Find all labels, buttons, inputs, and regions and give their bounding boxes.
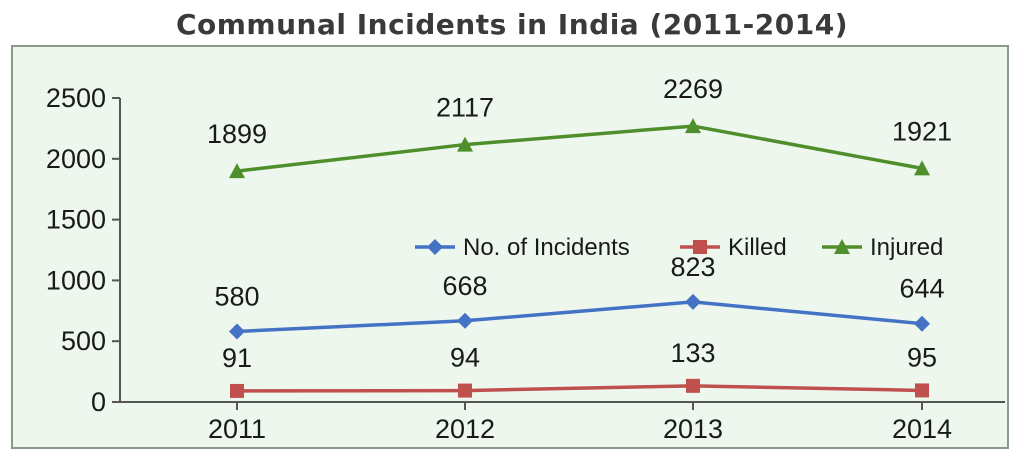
- legend-label: Killed: [728, 234, 787, 261]
- data-point: [457, 136, 473, 152]
- data-label: 1899: [207, 119, 267, 149]
- data-point: [685, 293, 701, 310]
- y-tick-label: 500: [61, 326, 106, 356]
- data-label: 644: [899, 274, 944, 304]
- series-line: [236, 300, 923, 334]
- data-label: 2117: [436, 93, 494, 123]
- legend-marker: [427, 239, 443, 255]
- data-point: [686, 378, 700, 393]
- x-tick-label: 2013: [663, 414, 723, 444]
- chart-title: Communal Incidents in India (2011-2014): [175, 8, 849, 41]
- series-line: [236, 384, 923, 393]
- data-label: 2269: [663, 74, 723, 104]
- data-point: [914, 160, 930, 176]
- y-tick-label: 2500: [46, 83, 106, 113]
- y-tick-label: 0: [91, 387, 106, 417]
- data-point: [914, 315, 930, 332]
- legend-marker: [834, 239, 850, 254]
- data-label: 95: [907, 342, 937, 372]
- legend-label: No. of Incidents: [463, 234, 630, 261]
- x-tick-label: 2011: [208, 414, 266, 444]
- y-tick-label: 1000: [46, 265, 106, 295]
- x-tick-label: 2012: [435, 414, 495, 444]
- data-label: 91: [222, 343, 252, 373]
- x-tick-label: 2014: [892, 414, 952, 444]
- data-point: [458, 383, 472, 398]
- data-label: 133: [670, 338, 715, 368]
- data-label: 823: [670, 252, 715, 282]
- data-point: [230, 383, 244, 398]
- legend-marker: [693, 240, 707, 254]
- data-point: [685, 118, 701, 134]
- data-label: 668: [442, 271, 487, 301]
- series-line: [236, 124, 923, 173]
- data-point: [915, 383, 929, 398]
- data-label: 580: [214, 281, 259, 311]
- y-tick-label: 1500: [46, 205, 106, 235]
- data-point: [229, 163, 245, 179]
- legend-label: Injured: [870, 234, 943, 261]
- data-label: 94: [450, 343, 480, 373]
- data-point: [229, 323, 245, 340]
- y-tick-label: 2000: [46, 144, 106, 174]
- data-point: [457, 312, 473, 329]
- data-label: 1921: [892, 116, 952, 146]
